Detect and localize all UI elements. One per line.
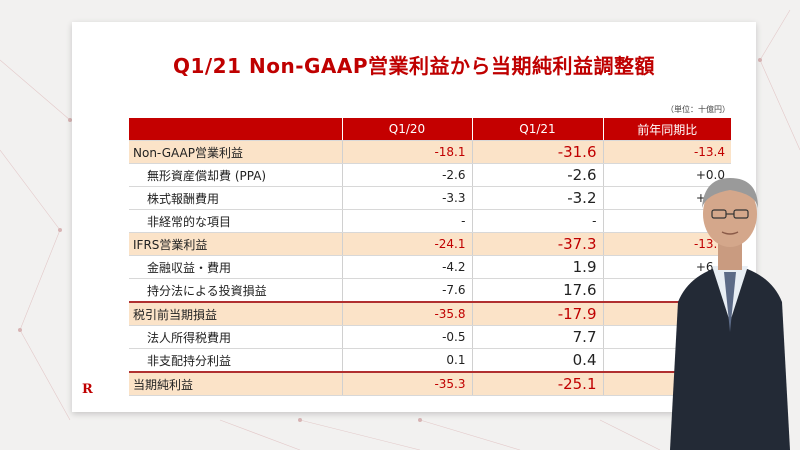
cell-q121: -17.9: [471, 301, 603, 326]
cell-q121: -31.6: [471, 140, 603, 164]
cell-q120: -18.1: [341, 140, 472, 164]
cell-q120: -0.5: [341, 325, 472, 349]
cell-q120: -24.1: [341, 232, 472, 256]
presentation-slide: Q1/21 Non-GAAP営業利益から当期純利益調整額 （単位：十億円） Q1…: [72, 22, 756, 412]
cell-q120: -35.3: [341, 371, 472, 396]
table-row: 金融収益・費用 -4.2 1.9 +6.1: [129, 255, 731, 279]
table-row: 法人所得税費用 -0.5 7.7 +8.2: [129, 325, 731, 349]
unit-note: （単位：十億円）: [666, 105, 730, 114]
table-row: IFRS営業利益 -24.1 -37.3 -13.3: [129, 232, 731, 256]
cell-q121: -2.6: [471, 163, 603, 187]
cell-q120: -35.8: [341, 301, 472, 326]
presenter-image: [670, 178, 790, 450]
slide-title: Q1/21 Non-GAAP営業利益から当期純利益調整額: [172, 54, 656, 78]
cell-q120: -4.2: [341, 255, 472, 279]
cell-q121: -25.1: [471, 371, 603, 396]
cell-q121: -3.2: [471, 186, 603, 210]
header-q120: Q1/20: [341, 118, 472, 141]
table-row: 税引前当期損益 -35.8 -17.9 +18.0: [129, 301, 731, 326]
cell-q121: 17.6: [471, 278, 603, 303]
cell-yoy: -13.3: [602, 232, 731, 256]
table-row: 非支配持分利益 0.1 0.4 +0.4: [129, 348, 731, 373]
cell-q121: -: [471, 209, 603, 233]
cell-yoy: +0.0: [602, 163, 731, 187]
table-row: Non-GAAP営業利益 -18.1 -31.6 -13.4: [129, 140, 731, 164]
row-label: IFRS営業利益: [129, 232, 342, 256]
row-label: 非経常的な項目: [129, 209, 342, 233]
row-label: 税引前当期損益: [129, 301, 342, 326]
cell-yoy: -13.4: [602, 140, 731, 164]
cell-q121: 0.4: [471, 348, 603, 373]
cell-q120: -7.6: [341, 278, 472, 303]
cell-yoy: +6.1: [602, 255, 731, 279]
cell-q121: -37.3: [471, 232, 603, 256]
row-label: 持分法による投資損益: [129, 278, 342, 303]
table-row: 当期純利益 -35.3 -25.1 +10.2: [129, 371, 731, 396]
row-label: 法人所得税費用: [129, 325, 342, 349]
header-label: [129, 118, 342, 141]
row-label: 当期純利益: [129, 371, 342, 396]
row-label: Non-GAAP営業利益: [129, 140, 342, 164]
cell-q120: 0.1: [341, 348, 472, 373]
table-row: 持分法による投資損益 -7.6 17.6 +25.2: [129, 278, 731, 303]
financial-table: Q1/20 Q1/21 前年同期比 Non-GAAP営業利益 -18.1 -31…: [129, 118, 731, 396]
row-label: 株式報酬費用: [129, 186, 342, 210]
table-row: 無形資産償却費 (PPA) -2.6 -2.6 +0.0: [129, 163, 731, 187]
header-yoy: 前年同期比: [602, 118, 731, 141]
cell-q121: 1.9: [471, 255, 603, 279]
cell-q121: 7.7: [471, 325, 603, 349]
header-q121: Q1/21: [471, 118, 603, 141]
table-header-row: Q1/20 Q1/21 前年同期比: [129, 118, 731, 141]
cell-q120: -: [341, 209, 472, 233]
row-label: 非支配持分利益: [129, 348, 342, 373]
cell-q120: -2.6: [341, 163, 472, 187]
row-label: 無形資産償却費 (PPA): [129, 163, 342, 187]
table-row: 株式報酬費用 -3.3 -3.2 +0.1: [129, 186, 731, 210]
row-label: 金融収益・費用: [129, 255, 342, 279]
cell-q120: -3.3: [341, 186, 472, 210]
rakuten-logo: R: [82, 382, 93, 397]
table-row: 非経常的な項目 - - -: [129, 209, 731, 233]
